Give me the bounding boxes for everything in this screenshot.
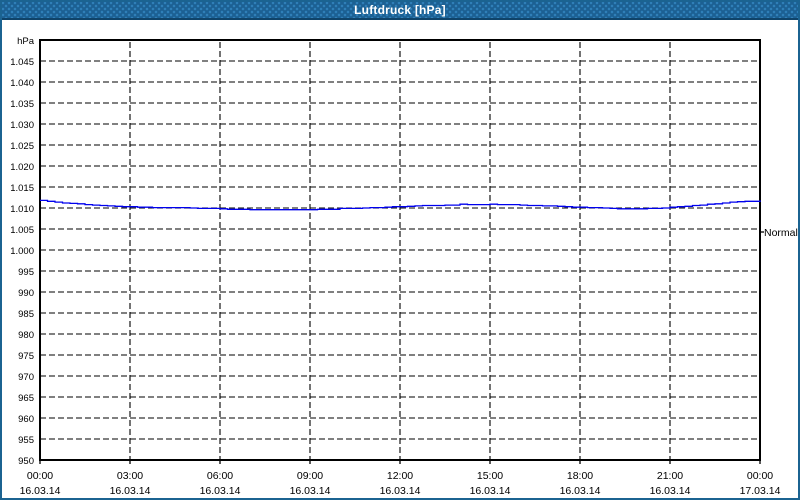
svg-text:1.010: 1.010 <box>10 204 34 215</box>
svg-text:12:00: 12:00 <box>387 470 413 482</box>
svg-text:hPa: hPa <box>17 36 35 47</box>
svg-text:06:00: 06:00 <box>207 470 233 482</box>
svg-text:1.025: 1.025 <box>10 141 34 152</box>
svg-text:970: 970 <box>18 372 34 383</box>
svg-text:990: 990 <box>18 288 34 299</box>
svg-text:16.03.14: 16.03.14 <box>110 485 151 497</box>
svg-text:03:00: 03:00 <box>117 470 143 482</box>
svg-text:00:00: 00:00 <box>747 470 773 482</box>
svg-text:965: 965 <box>18 393 34 404</box>
svg-text:17.03.14: 17.03.14 <box>740 485 781 497</box>
svg-text:16.03.14: 16.03.14 <box>290 485 331 497</box>
svg-text:00:00: 00:00 <box>27 470 53 482</box>
svg-text:21:00: 21:00 <box>657 470 683 482</box>
svg-text:18:00: 18:00 <box>567 470 593 482</box>
svg-text:950: 950 <box>18 456 34 467</box>
svg-text:1.020: 1.020 <box>10 162 34 173</box>
svg-text:1.035: 1.035 <box>10 99 34 110</box>
svg-text:1.040: 1.040 <box>10 78 34 89</box>
svg-text:995: 995 <box>18 267 34 278</box>
svg-text:Normal: Normal <box>764 227 798 239</box>
svg-text:16.03.14: 16.03.14 <box>560 485 601 497</box>
svg-text:15:00: 15:00 <box>477 470 503 482</box>
svg-text:980: 980 <box>18 330 34 341</box>
svg-text:955: 955 <box>18 435 34 446</box>
svg-text:16.03.14: 16.03.14 <box>200 485 241 497</box>
svg-text:16.03.14: 16.03.14 <box>20 485 61 497</box>
svg-text:1.045: 1.045 <box>10 57 34 68</box>
svg-text:960: 960 <box>18 414 34 425</box>
svg-text:1.030: 1.030 <box>10 120 34 131</box>
svg-text:1.000: 1.000 <box>10 246 34 257</box>
svg-text:09:00: 09:00 <box>297 470 323 482</box>
svg-text:16.03.14: 16.03.14 <box>470 485 511 497</box>
svg-text:1.015: 1.015 <box>10 183 34 194</box>
svg-text:16.03.14: 16.03.14 <box>380 485 421 497</box>
svg-text:16.03.14: 16.03.14 <box>650 485 691 497</box>
svg-text:1.005: 1.005 <box>10 225 34 236</box>
svg-text:975: 975 <box>18 351 34 362</box>
svg-text:985: 985 <box>18 309 34 320</box>
